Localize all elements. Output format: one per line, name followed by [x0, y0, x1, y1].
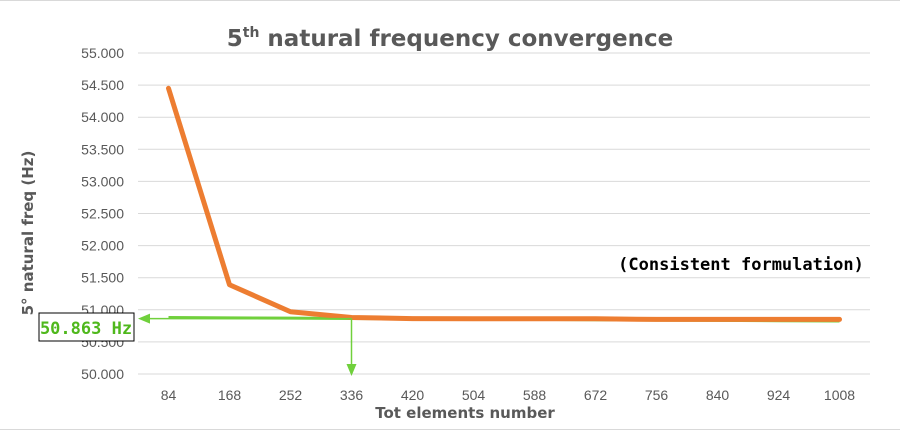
x-tick-label: 252	[279, 387, 303, 403]
x-tick-labels: 84 168 252 336 420 504 588 672 756 840 924 1008	[161, 387, 856, 403]
formulation-note: (Consistent formulation)	[618, 255, 864, 275]
y-tick-label: 52.500	[81, 206, 124, 222]
x-tick-label: 924	[767, 387, 791, 403]
x-tick-label: 336	[340, 387, 364, 403]
x-tick-label: 756	[645, 387, 669, 403]
y-tick-label: 55.000	[81, 45, 124, 61]
x-tick-label: 840	[706, 387, 730, 403]
y-tick-label: 54.500	[81, 77, 124, 93]
y-tick-label: 53.000	[81, 173, 124, 189]
y-tick-label: 52.000	[81, 238, 124, 254]
horizontal-arrow-head	[138, 313, 150, 324]
x-tick-label: 672	[584, 387, 608, 403]
x-tick-label: 168	[218, 387, 242, 403]
y-tick-label: 54.000	[81, 109, 124, 125]
y-tick-label: 51.500	[81, 270, 124, 286]
x-tick-label: 420	[401, 387, 425, 403]
y-axis-title: 5° natural freq (Hz)	[19, 151, 37, 316]
chart-title: 5th natural frequency convergence	[227, 25, 674, 52]
series-layer	[166, 85, 842, 322]
y-tick-label: 50.000	[81, 366, 124, 382]
x-tick-label: 504	[462, 387, 486, 403]
x-axis-title: Tot elements number	[375, 404, 555, 422]
callout-box	[38, 312, 135, 342]
grid-layer	[138, 52, 870, 375]
x-tick-label: 84	[161, 387, 177, 403]
vertical-arrow-head	[346, 364, 357, 376]
x-tick-label: 588	[523, 387, 547, 403]
y-tick-label: 53.500	[81, 141, 124, 157]
callout-label: 50.863 Hz	[40, 319, 132, 339]
callout-layer	[138, 313, 357, 376]
x-tick-label: 1008	[824, 387, 855, 403]
series-line	[166, 85, 842, 322]
